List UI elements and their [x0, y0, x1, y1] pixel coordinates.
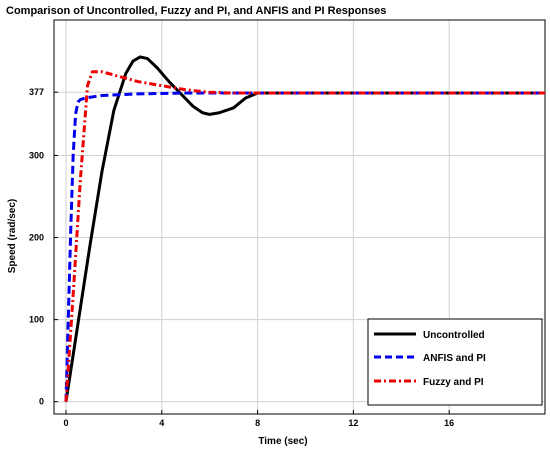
plot-frame [53, 19, 546, 415]
legend-label-anfis-pi: ANFIS and PI [423, 353, 486, 364]
y-tick-label: 0 [39, 397, 44, 407]
y-tick-label: 200 [29, 233, 44, 243]
y-tick-label: 100 [29, 315, 44, 325]
series-line-anfis-and-pi [64, 91, 545, 402]
legend-label-uncontrolled: Uncontrolled [423, 330, 485, 341]
legend-label-fuzzy-pi: Fuzzy and PI [423, 377, 484, 388]
y-axis-label: Speed (rad/sec) [7, 199, 18, 273]
x-tick-label: 0 [63, 418, 68, 428]
x-tick-label: 12 [348, 418, 358, 428]
x-tick-label: 8 [255, 418, 260, 428]
y-tick-label: 377 [29, 87, 44, 97]
series-lines [64, 55, 545, 402]
x-tick-label: 4 [159, 418, 164, 428]
x-tick-label: 16 [444, 418, 454, 428]
chart-title: Comparison of Uncontrolled, Fuzzy and PI… [6, 5, 386, 17]
x-axis-label: Time (sec) [258, 436, 307, 447]
y-tick-label: 300 [29, 150, 44, 160]
legend: Uncontrolled ANFIS and PI Fuzzy and PI [367, 318, 543, 406]
axis-ticks: 0 4 8 12 16 0 100 200 300 377 [29, 87, 454, 428]
series-line-fuzzy-and-pi [64, 70, 545, 402]
